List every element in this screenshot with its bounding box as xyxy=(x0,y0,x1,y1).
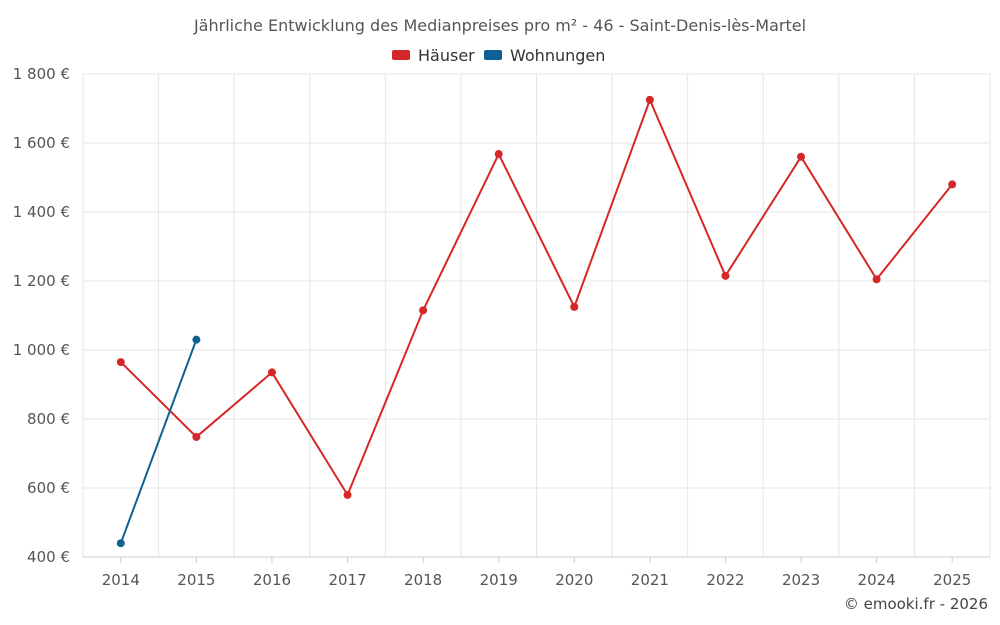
x-tick-label: 2023 xyxy=(782,571,820,589)
x-tick-label: 2019 xyxy=(480,571,518,589)
x-tick-label: 2014 xyxy=(102,571,140,589)
x-tick-label: 2024 xyxy=(858,571,896,589)
y-tick-label: 400 € xyxy=(27,548,70,566)
data-point-haeuser[interactable] xyxy=(343,490,352,499)
grid xyxy=(82,73,991,558)
data-point-haeuser[interactable] xyxy=(645,95,654,104)
x-axis-ticks: 2014 2015 2016 2017 2018 2019 2020 2021 2022 2023… xyxy=(102,557,971,589)
data-point-haeuser[interactable] xyxy=(192,432,201,441)
data-point-haeuser[interactable] xyxy=(267,368,276,377)
legend-swatch-wohnungen xyxy=(484,50,502,60)
y-tick-label: 1 200 € xyxy=(13,272,70,290)
data-point-wohnungen[interactable] xyxy=(192,335,201,344)
y-tick-label: 800 € xyxy=(27,410,70,428)
legend-swatch-haeuser xyxy=(392,50,410,60)
y-axis-ticks: 400 € 600 € 800 € 1 000 € 1 200 € 1 400 € 1 60… xyxy=(13,65,70,566)
x-tick-label: 2022 xyxy=(706,571,744,589)
legend-item-haeuser[interactable]: Häuser xyxy=(392,46,475,65)
series-line-haeuser xyxy=(120,98,953,496)
x-tick-label: 2015 xyxy=(177,571,215,589)
legend-item-wohnungen[interactable]: Wohnungen xyxy=(484,46,605,65)
data-point-haeuser[interactable] xyxy=(797,152,806,161)
data-point-haeuser[interactable] xyxy=(721,271,730,280)
x-tick-label: 2025 xyxy=(933,571,971,589)
chart-title: Jährliche Entwicklung des Medianpreises … xyxy=(193,16,806,35)
y-tick-label: 600 € xyxy=(27,479,70,497)
x-tick-label: 2017 xyxy=(328,571,366,589)
x-tick-label: 2016 xyxy=(253,571,291,589)
y-tick-label: 1 800 € xyxy=(13,65,70,83)
data-point-haeuser[interactable] xyxy=(570,302,579,311)
data-point-haeuser[interactable] xyxy=(494,150,503,159)
legend-label-haeuser: Häuser xyxy=(418,46,475,65)
data-point-haeuser[interactable] xyxy=(948,180,957,189)
x-tick-label: 2020 xyxy=(555,571,593,589)
y-tick-label: 1 400 € xyxy=(13,203,70,221)
data-point-haeuser[interactable] xyxy=(116,358,125,367)
x-tick-label: 2021 xyxy=(631,571,669,589)
y-tick-label: 1 000 € xyxy=(13,341,70,359)
series-line-wohnungen xyxy=(119,339,198,544)
data-point-haeuser[interactable] xyxy=(872,275,881,284)
y-tick-label: 1 600 € xyxy=(13,134,70,152)
legend: Häuser Wohnungen xyxy=(392,46,605,65)
legend-label-wohnungen: Wohnungen xyxy=(510,46,605,65)
x-tick-label: 2018 xyxy=(404,571,442,589)
data-point-haeuser[interactable] xyxy=(419,306,428,315)
credit: © emooki.fr - 2026 xyxy=(844,595,988,613)
data-point-wohnungen[interactable] xyxy=(116,539,125,548)
series xyxy=(116,95,957,548)
